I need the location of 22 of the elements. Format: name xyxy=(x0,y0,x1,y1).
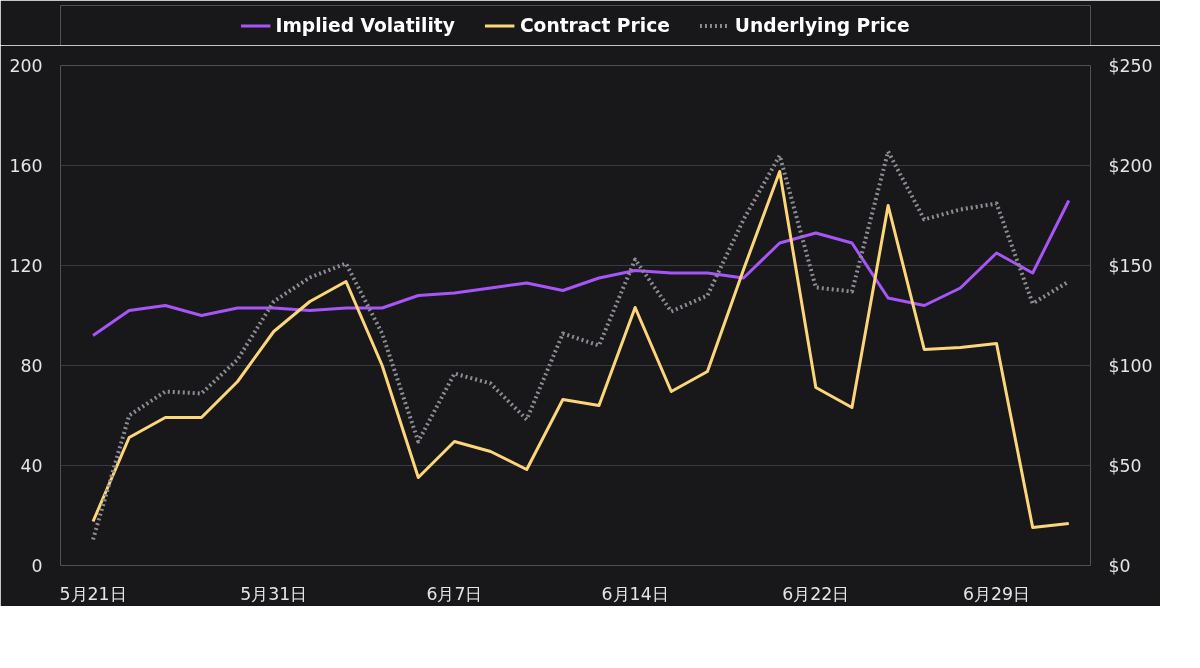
y2-tick-label: $200 xyxy=(1108,155,1153,176)
legend-label: Implied Volatility xyxy=(275,14,455,36)
y2-tick-label: $150 xyxy=(1108,255,1153,276)
y-tick-label: 40 xyxy=(20,456,43,476)
legend-label: Underlying Price xyxy=(734,14,910,36)
y-tick-label: 80 xyxy=(20,356,43,376)
y-tick-label: 160 xyxy=(9,156,43,176)
y2-tick-label: $0 xyxy=(1108,555,1131,576)
y2-tick-label: $50 xyxy=(1108,455,1142,476)
x-tick-label: 6月22日 xyxy=(782,583,850,604)
y2-tick-label: $250 xyxy=(1108,55,1153,76)
x-tick-label: 6月29日 xyxy=(963,583,1031,604)
x-tick-label: 5月21日 xyxy=(59,583,127,604)
y-tick-label: 200 xyxy=(9,56,43,76)
y-tick-label: 120 xyxy=(9,256,43,276)
x-tick-label: 6月14日 xyxy=(601,583,669,604)
y2-tick-label: $100 xyxy=(1108,355,1153,376)
x-tick-label: 6月7日 xyxy=(426,583,483,604)
line-series xyxy=(91,199,1071,337)
x-tick-label: 5月31日 xyxy=(240,583,308,604)
y-tick-label: 0 xyxy=(31,556,43,576)
legend-label: Contract Price xyxy=(519,14,670,36)
